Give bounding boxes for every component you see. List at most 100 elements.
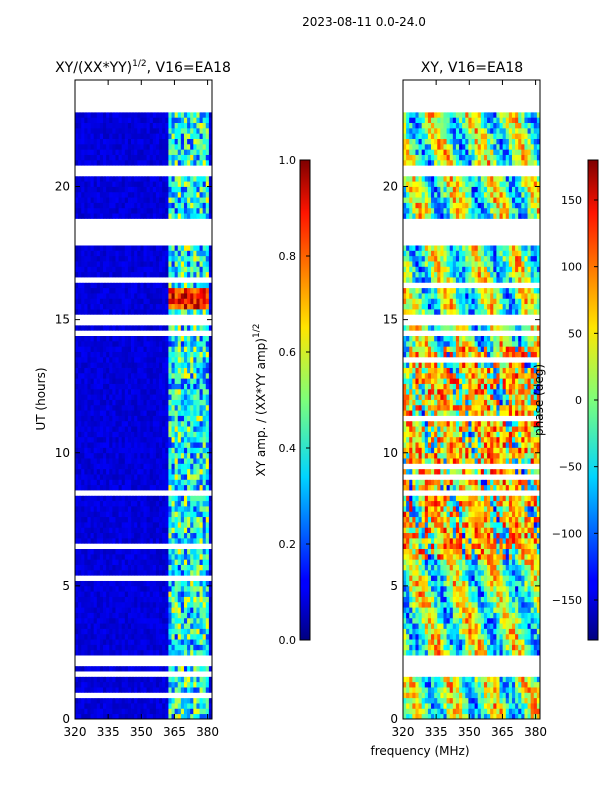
heatmap-cell xyxy=(121,442,126,448)
heatmap-cell xyxy=(87,559,91,565)
heatmap-cell xyxy=(84,367,88,374)
heatmap-cell xyxy=(109,612,113,619)
heatmap-cell xyxy=(93,303,98,310)
heatmap-cell xyxy=(155,133,160,139)
heatmap-cell xyxy=(112,543,116,549)
heatmap-cell xyxy=(121,511,126,518)
heatmap-cell xyxy=(140,378,144,384)
heatmap-cell xyxy=(174,159,179,166)
heatmap-cell xyxy=(84,127,88,134)
heatmap-cell xyxy=(190,671,194,677)
heatmap-cell xyxy=(208,484,213,491)
heatmap-cell xyxy=(124,340,129,347)
heatmap-cell xyxy=(115,367,119,374)
heatmap-cell xyxy=(171,181,176,187)
heatmap-cell xyxy=(87,372,91,379)
heatmap-cell xyxy=(127,143,132,150)
heatmap-cell xyxy=(146,367,151,374)
heatmap-cell xyxy=(208,639,213,645)
heatmap-cell xyxy=(140,298,144,305)
heatmap-cell xyxy=(131,298,135,305)
heatmap-cell xyxy=(202,463,207,470)
heatmap-cell xyxy=(183,324,188,331)
heatmap-cell xyxy=(155,165,160,171)
heatmap-cell xyxy=(174,468,179,475)
heatmap-cell xyxy=(152,511,157,518)
heatmap-cell xyxy=(118,111,123,118)
heatmap-cell xyxy=(131,223,135,230)
heatmap-cell xyxy=(137,655,141,661)
heatmap-cell xyxy=(99,383,104,390)
heatmap-cell xyxy=(177,692,182,699)
heatmap-cell xyxy=(196,149,200,155)
heatmap-cell xyxy=(81,186,85,193)
heatmap-cell xyxy=(118,271,123,278)
heatmap-cell xyxy=(121,708,126,715)
heatmap-cell xyxy=(112,122,116,129)
heatmap-cell xyxy=(162,585,166,592)
heatmap-cell xyxy=(183,458,188,464)
heatmap-cell xyxy=(90,511,95,518)
heatmap-cell xyxy=(149,516,154,523)
heatmap-cell xyxy=(165,202,169,209)
heatmap-cell xyxy=(159,639,163,645)
heatmap-cell xyxy=(78,266,82,273)
heatmap-cell xyxy=(103,308,107,315)
heatmap-cell xyxy=(202,447,207,454)
heatmap-cell xyxy=(199,644,204,651)
heatmap-cell xyxy=(99,452,104,459)
heatmap-cell xyxy=(84,170,88,177)
heatmap-cell xyxy=(118,410,123,416)
heatmap-cell xyxy=(134,175,138,182)
heatmap-cell xyxy=(112,213,116,219)
heatmap-cell xyxy=(205,644,210,651)
heatmap-cell xyxy=(118,628,123,635)
heatmap-cell xyxy=(202,431,207,438)
heatmap-cell xyxy=(137,468,141,475)
heatmap-cell xyxy=(180,308,185,315)
heatmap-cell xyxy=(199,564,204,571)
heatmap-cell xyxy=(90,447,95,454)
heatmap-cell xyxy=(90,580,95,587)
heatmap-cell xyxy=(168,229,172,235)
heatmap-cell xyxy=(87,127,91,134)
heatmap-cell xyxy=(96,399,101,406)
heatmap-cell xyxy=(118,708,123,715)
heatmap-cell xyxy=(103,319,107,326)
heatmap-cell xyxy=(177,250,182,257)
heatmap-cell xyxy=(159,633,163,640)
heatmap-cell xyxy=(187,388,191,395)
heatmap-cell xyxy=(109,138,113,145)
heatmap-cell xyxy=(131,708,135,715)
heatmap-cell xyxy=(190,676,194,683)
heatmap-cell xyxy=(165,490,169,496)
heatmap-cell xyxy=(208,202,213,209)
heatmap-cell xyxy=(124,649,129,656)
heatmap-cell xyxy=(121,213,126,219)
heatmap-cell xyxy=(155,607,160,613)
heatmap-cell xyxy=(177,665,182,672)
heatmap-cell xyxy=(93,308,98,315)
heatmap-cell xyxy=(180,287,185,294)
heatmap-cell xyxy=(87,159,91,166)
heatmap-cell xyxy=(131,255,135,262)
heatmap-cell xyxy=(155,239,160,246)
heatmap-cell xyxy=(124,660,129,667)
heatmap-cell xyxy=(115,239,119,246)
heatmap-cell xyxy=(165,442,169,448)
heatmap-cell xyxy=(171,356,176,363)
heatmap-cell xyxy=(84,420,88,427)
heatmap-cell xyxy=(93,218,98,225)
heatmap-cell xyxy=(171,175,176,182)
heatmap-cell xyxy=(143,585,148,592)
heatmap-cell xyxy=(146,218,151,225)
heatmap-cell xyxy=(109,351,113,358)
heatmap-cell xyxy=(208,277,213,283)
heatmap-cell xyxy=(87,117,91,123)
heatmap-cell xyxy=(193,213,197,219)
heatmap-cell xyxy=(121,255,126,262)
heatmap-cell xyxy=(165,532,169,539)
heatmap-cell xyxy=(109,420,113,427)
heatmap-cell xyxy=(112,277,116,283)
heatmap-cell xyxy=(106,372,110,379)
